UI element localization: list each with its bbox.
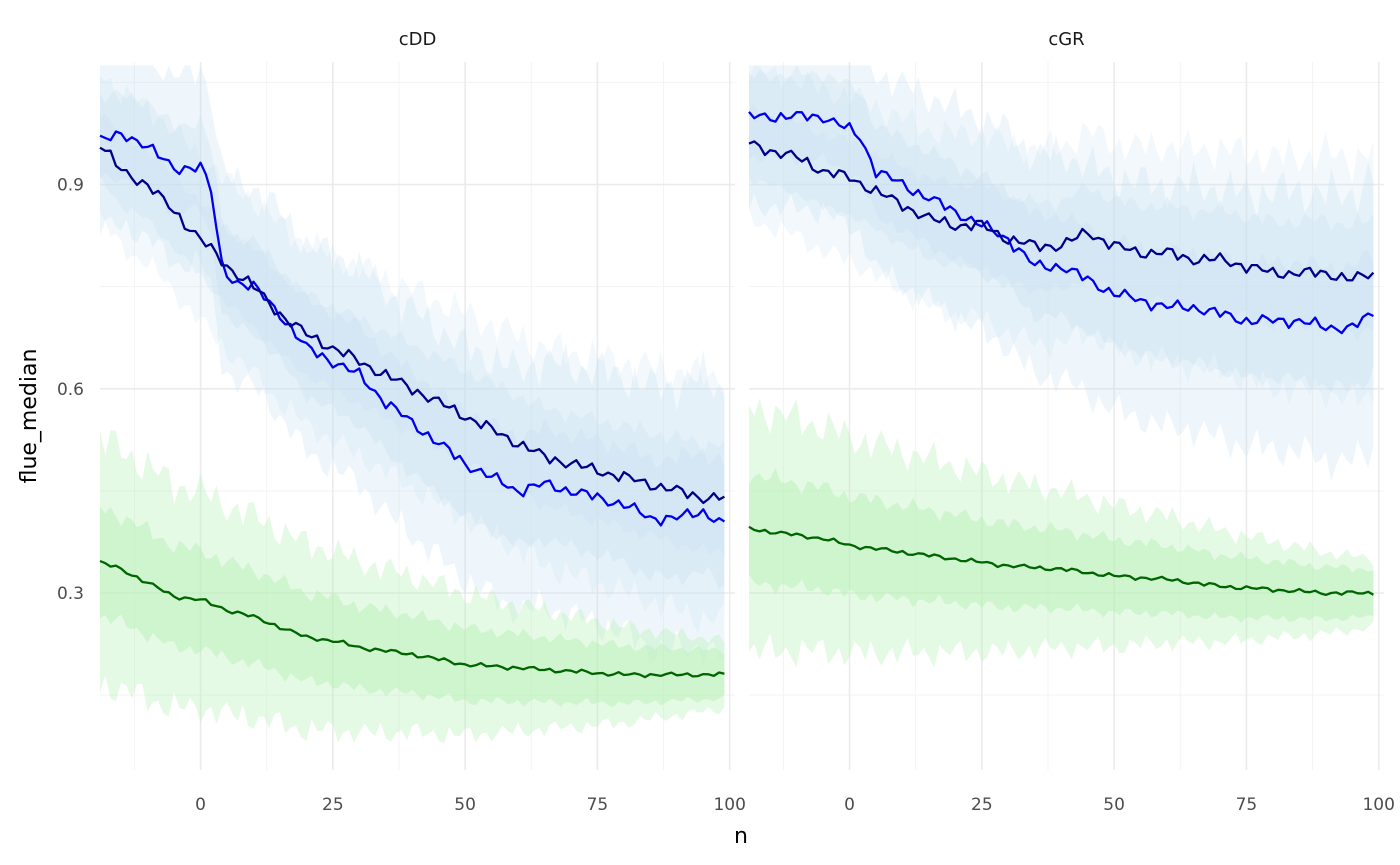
band-inner-2 xyxy=(749,103,1374,342)
x-tick-label: 25 xyxy=(971,795,993,815)
y-tick-label: 0.9 xyxy=(57,176,84,196)
band-inner-1 xyxy=(100,89,725,589)
x-tick-label: 50 xyxy=(454,795,476,815)
panel-1: 0 25 50 75 100 0.3 0.6 0.9 xyxy=(57,62,746,815)
y-tick-label: 0.6 xyxy=(57,380,84,400)
y-tick-label: 0.3 xyxy=(57,584,84,604)
band-inner-3 xyxy=(749,467,1374,623)
series-line-1 xyxy=(748,110,1374,335)
x-tick-label: 0 xyxy=(844,795,855,815)
band-outer-1 xyxy=(100,65,725,668)
band-inner-2 xyxy=(100,114,725,555)
x-tick-label: 100 xyxy=(713,795,745,815)
x-axis-title: n xyxy=(734,824,748,849)
x-tick-label: 0 xyxy=(195,795,206,815)
band-outer-3 xyxy=(749,398,1374,668)
band-outer-3 xyxy=(100,430,725,744)
x-tick-label: 75 xyxy=(587,795,609,815)
x-tick-label: 50 xyxy=(1103,795,1125,815)
series-line-2 xyxy=(748,140,1375,282)
band-outer-2 xyxy=(100,75,725,634)
series-line-3 xyxy=(99,559,725,679)
x-tick-label: 100 xyxy=(1362,795,1394,815)
panel-1-title: cDD xyxy=(399,29,437,50)
panels-layer: 0 25 50 75 100 0.3 0.6 0.9 0 25 50 75 100 xyxy=(57,62,1395,815)
panel-2-title: cGR xyxy=(1048,29,1084,50)
y-axis-title: flue_median xyxy=(17,349,42,484)
band-inner-3 xyxy=(100,506,725,708)
series-line-3 xyxy=(748,525,1374,597)
panel-2: 0 25 50 75 100 xyxy=(748,62,1395,815)
band-outer-1 xyxy=(749,65,1374,482)
x-tick-label: 25 xyxy=(322,795,344,815)
series-line-2 xyxy=(99,146,725,505)
x-tick-label: 75 xyxy=(1236,795,1258,815)
band-outer-2 xyxy=(749,65,1374,410)
series-line-1 xyxy=(99,130,726,527)
